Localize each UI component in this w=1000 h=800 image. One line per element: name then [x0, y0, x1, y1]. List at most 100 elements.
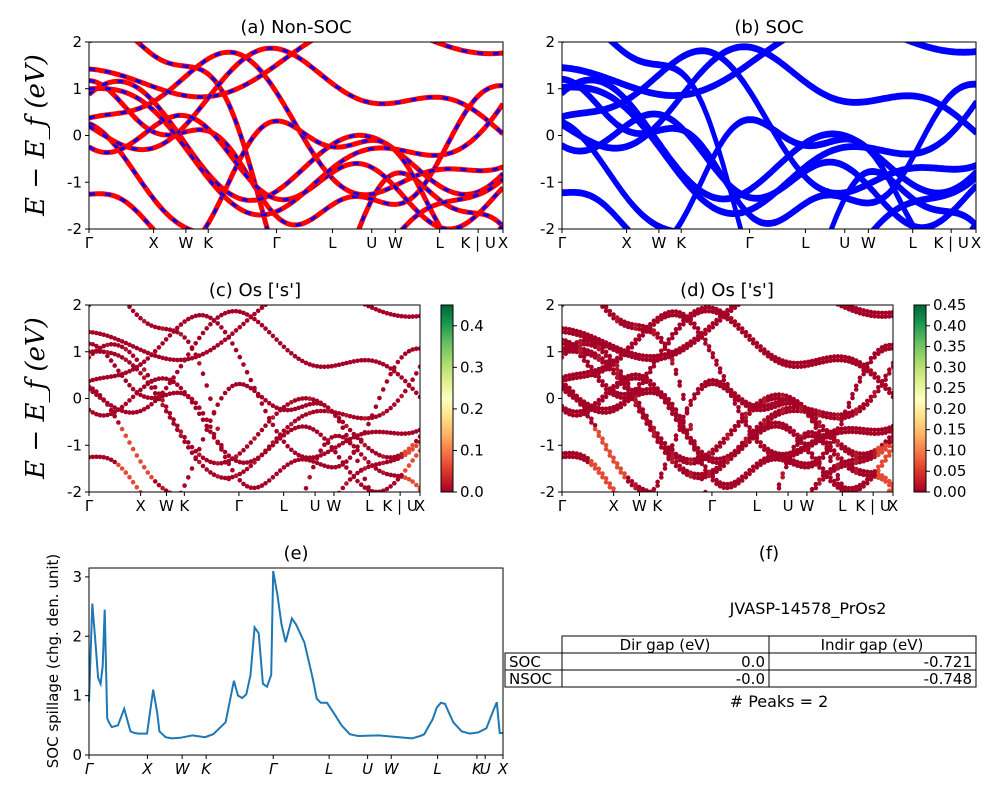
band-point [138, 315, 143, 321]
colorbar-tick-label: 0.30 [933, 358, 966, 376]
band-point [795, 442, 800, 448]
band-point [677, 419, 682, 425]
band-point [277, 436, 283, 441]
band-point [688, 440, 693, 446]
band-point [333, 289, 338, 294]
band-point [160, 326, 165, 331]
band-point [108, 411, 114, 417]
band-point [618, 321, 624, 327]
band-point [567, 330, 572, 336]
band-point [226, 309, 232, 315]
band-point [850, 457, 855, 463]
band-point [839, 460, 844, 466]
band-point [369, 489, 375, 492]
band-point [574, 371, 579, 377]
band-point [388, 405, 393, 411]
band-point [824, 428, 830, 433]
band-point [597, 297, 602, 302]
band-point [699, 305, 705, 311]
band-point [636, 372, 642, 378]
band-point [853, 383, 859, 389]
band-point [850, 360, 855, 366]
band-point [307, 284, 312, 289]
band-point [578, 409, 583, 414]
band-point [380, 460, 386, 466]
band-point [865, 398, 870, 404]
band-point [754, 403, 760, 409]
band-point [857, 468, 863, 473]
band-point [879, 383, 885, 388]
band-point [740, 556, 745, 561]
band-point [277, 432, 283, 437]
band-point [798, 401, 804, 407]
band-point [636, 405, 642, 410]
band-point [769, 393, 774, 398]
band-point [574, 283, 579, 288]
band-point [831, 358, 837, 363]
band-point [728, 481, 734, 486]
band-point [94, 343, 99, 349]
band-point [238, 529, 243, 534]
band-point [795, 463, 800, 469]
band-point [732, 479, 738, 485]
band-point [773, 410, 778, 415]
band-point [315, 284, 320, 289]
band-point [119, 466, 125, 471]
band-point [817, 477, 822, 483]
band-point [270, 475, 276, 480]
band-point [94, 292, 99, 297]
band-point [570, 345, 576, 351]
band-point [743, 333, 749, 339]
band-point [204, 383, 209, 388]
band-point [700, 516, 705, 521]
band-point [673, 351, 679, 357]
band-line [89, 45, 503, 153]
band-point [417, 427, 420, 433]
band-point [765, 454, 771, 460]
band-point [714, 477, 719, 483]
band-point [585, 348, 590, 353]
band-point [776, 356, 782, 362]
band-point [684, 472, 690, 478]
band-point [681, 396, 686, 402]
band-point [890, 364, 893, 370]
band-point [618, 470, 624, 475]
band-point [219, 312, 224, 318]
band-point [414, 443, 419, 449]
band-point [197, 459, 202, 465]
band-point [791, 404, 796, 410]
band-point [648, 369, 653, 375]
band-point [776, 408, 782, 414]
band-point [784, 451, 789, 457]
band-point [703, 471, 708, 476]
band-point [828, 358, 833, 364]
band-point [134, 391, 140, 396]
band-point [112, 336, 117, 341]
band-point [839, 300, 844, 305]
band-point [695, 475, 701, 481]
band-point [739, 412, 745, 417]
band-point [263, 448, 268, 454]
band-point [869, 515, 874, 520]
band-point [369, 448, 375, 454]
band-point [562, 383, 565, 388]
band-point [578, 400, 583, 406]
band-point [160, 393, 165, 399]
band-point [651, 433, 657, 439]
band-point [733, 551, 738, 556]
band-point [607, 406, 613, 411]
band-point [640, 411, 646, 417]
band-point [780, 362, 785, 367]
band-point [700, 512, 705, 517]
band-point [563, 377, 568, 383]
band-point [622, 474, 627, 480]
band-point [567, 288, 572, 293]
band-point [167, 391, 173, 397]
band-point [813, 408, 819, 413]
band-point [795, 408, 800, 414]
band-point [322, 364, 327, 370]
band-point [127, 360, 132, 365]
band-point [377, 452, 382, 458]
band-point [248, 314, 254, 319]
